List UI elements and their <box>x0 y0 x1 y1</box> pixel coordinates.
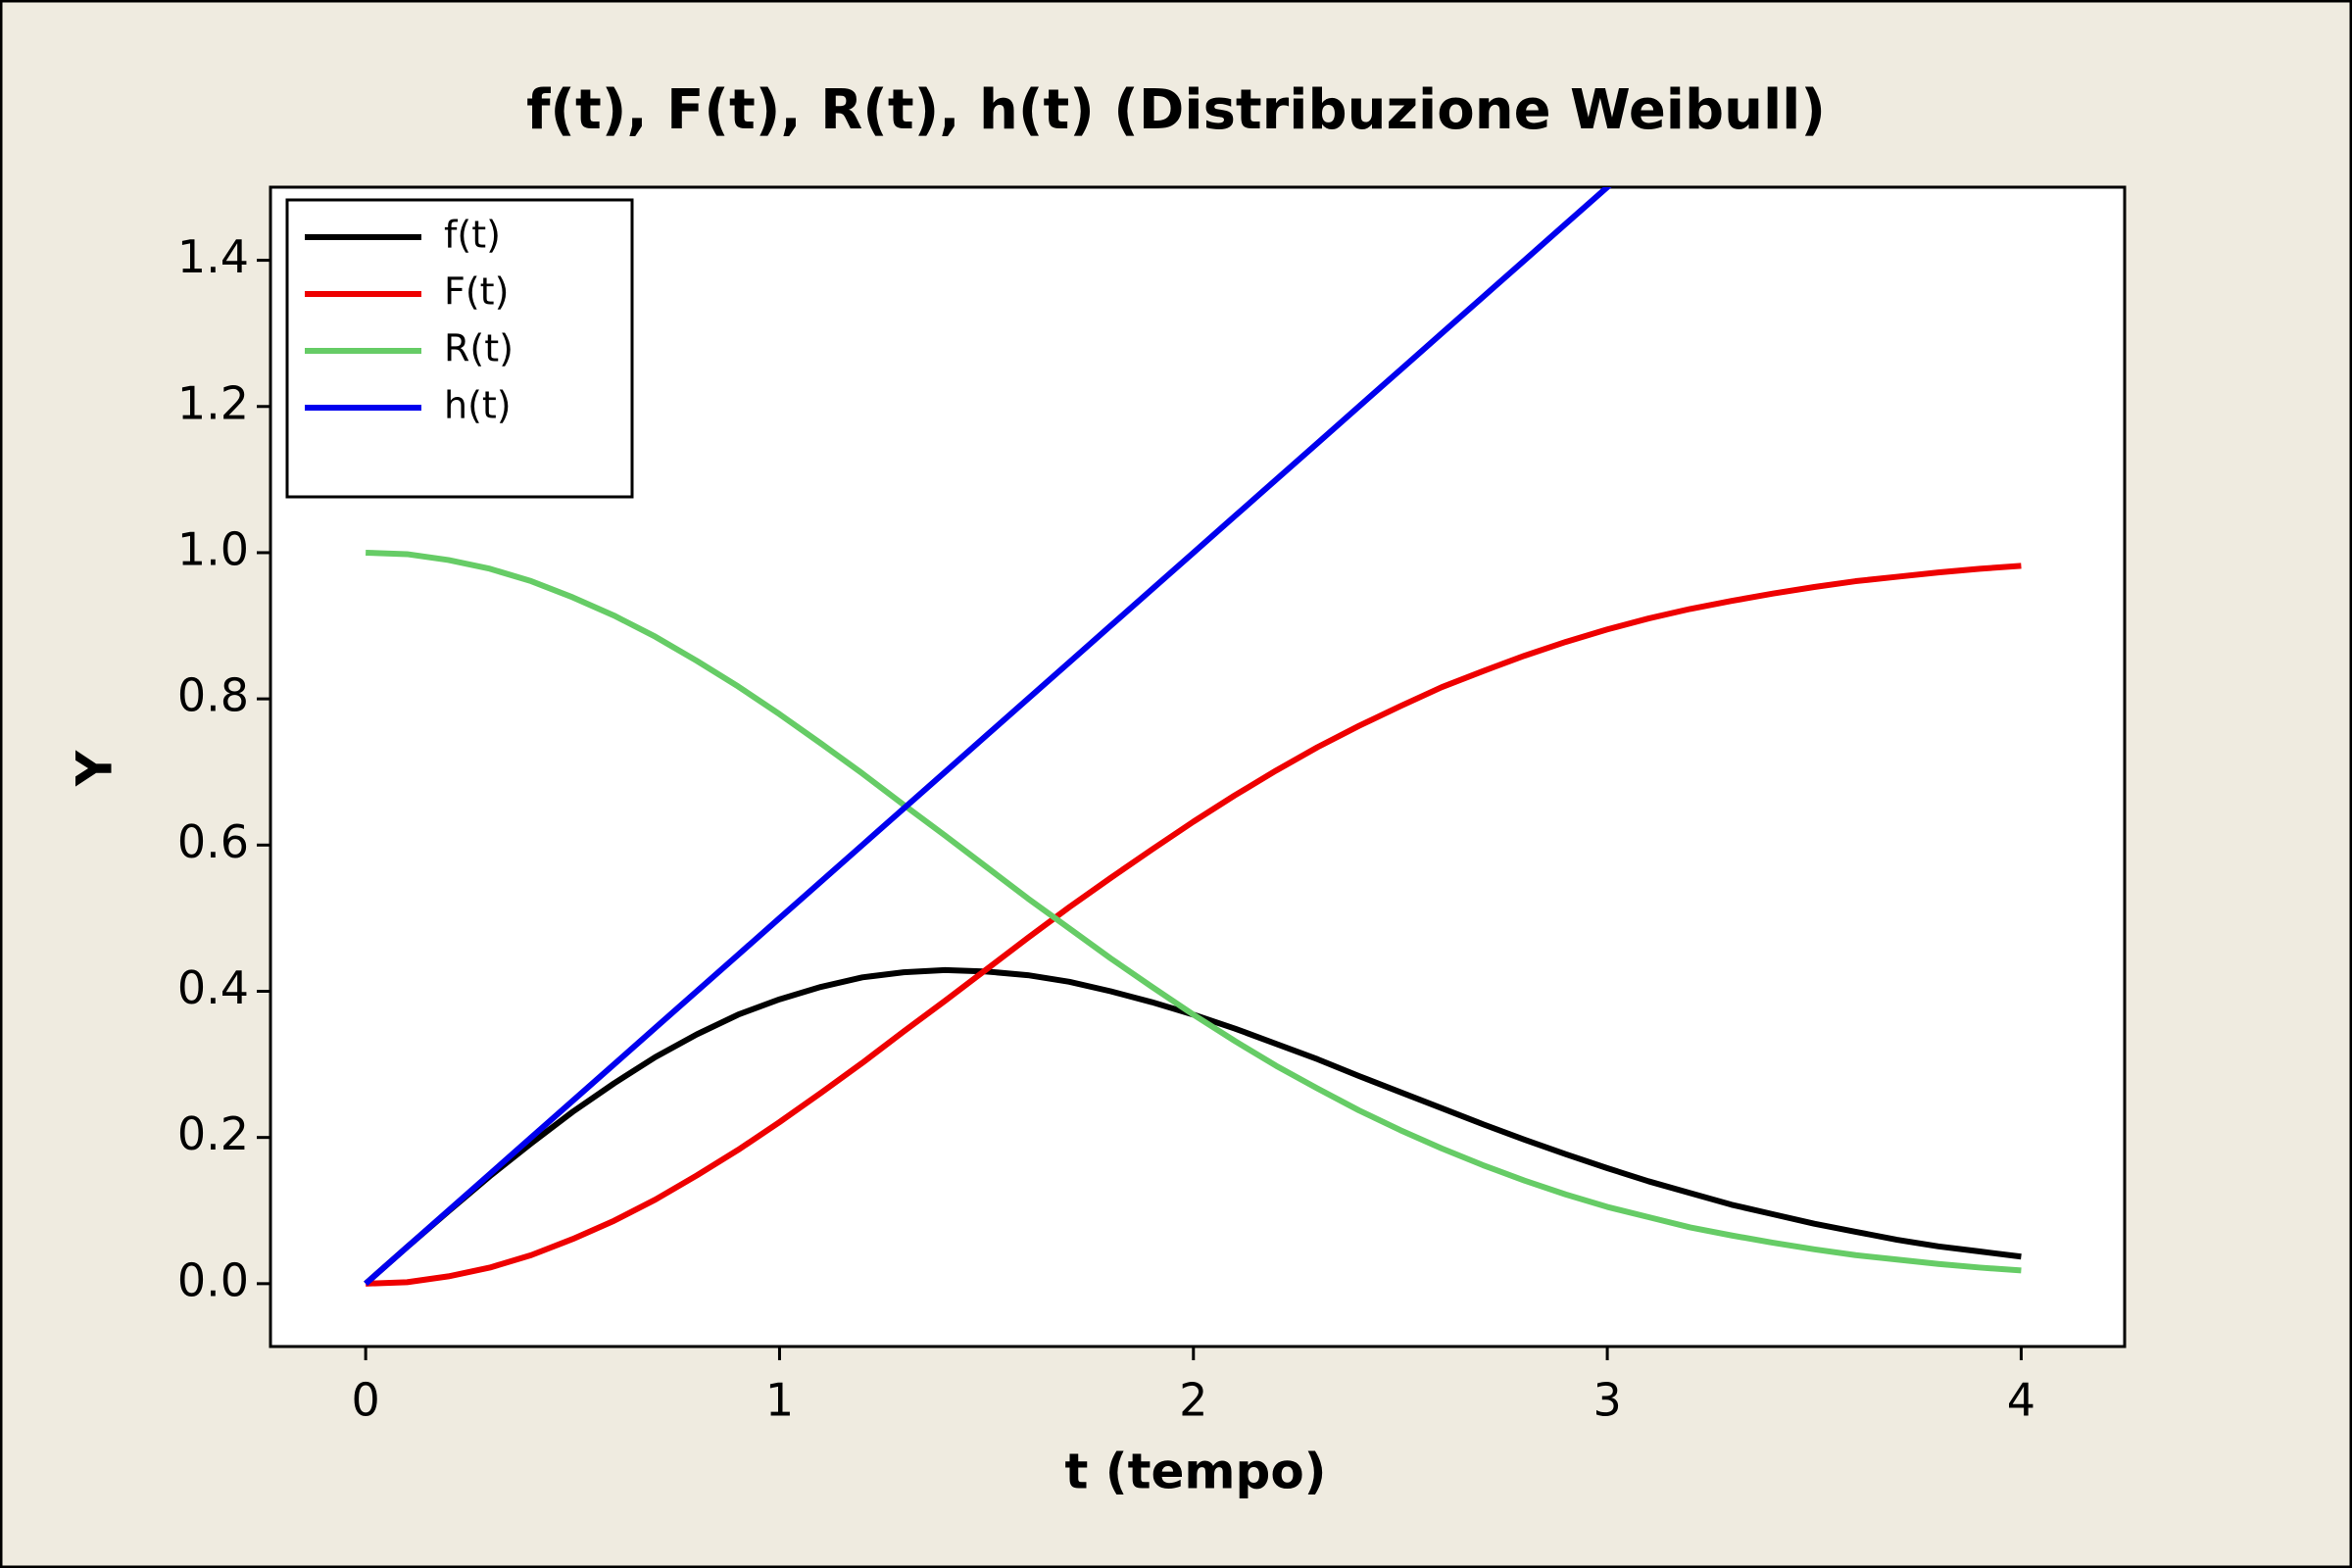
series-line <box>364 187 1612 1287</box>
y-tick-label: 1.2 <box>177 376 249 429</box>
x-tick-label: 3 <box>1592 1374 1621 1427</box>
series-line <box>366 563 2022 1287</box>
series-group <box>364 187 2022 1287</box>
x-tick-label: 4 <box>2007 1374 2035 1427</box>
series-line <box>366 549 2022 1274</box>
x-tick-label: 0 <box>351 1374 379 1427</box>
chart-title: f(t), F(t), R(t), h(t) (Distribuzione We… <box>526 78 1826 142</box>
y-tick-label: 0.8 <box>177 669 249 722</box>
y-tick-label: 1.0 <box>177 522 249 575</box>
y-tick-label: 0.4 <box>177 961 249 1014</box>
legend-label: h(t) <box>444 384 512 427</box>
x-tick-label: 1 <box>765 1374 794 1427</box>
legend-label: F(t) <box>444 270 509 314</box>
x-tick-label: 2 <box>1179 1374 1207 1427</box>
y-tick-label: 0.6 <box>177 815 249 868</box>
y-tick-label: 1.4 <box>177 230 249 283</box>
x-axis-label: t (tempo) <box>1064 1444 1326 1500</box>
y-tick-label: 0.0 <box>177 1253 249 1306</box>
legend-label: R(t) <box>444 327 514 370</box>
y-tick-label: 0.2 <box>177 1107 249 1160</box>
legend-label: f(t) <box>444 214 501 257</box>
y-axis-label: Y <box>67 750 123 787</box>
